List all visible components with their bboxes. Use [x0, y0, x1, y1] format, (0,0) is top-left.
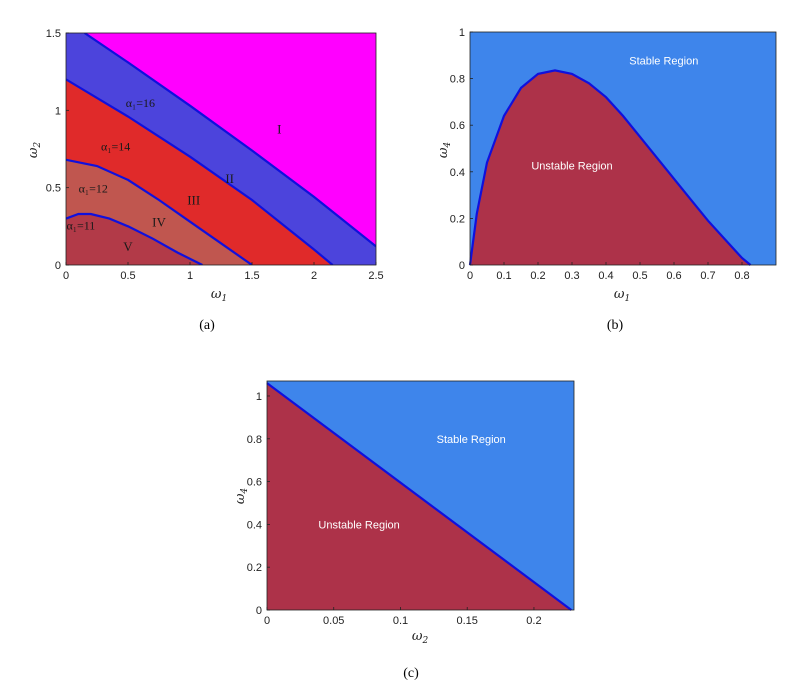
- y-tick-label: 1: [55, 105, 61, 117]
- panel-c: Stable Region Unstable Region 0 0.05 0.1 0.15…: [233, 380, 575, 681]
- panel-caption: (b): [607, 318, 624, 333]
- x-tick-label: 0.3: [564, 270, 579, 282]
- x-tick-label: 0.2: [526, 615, 541, 627]
- y-tick-label: 0: [55, 260, 61, 272]
- unstable-region-label: Unstable Region: [318, 520, 399, 532]
- region-label: IV: [152, 214, 166, 229]
- panel-caption: (c): [403, 666, 419, 681]
- y-axis-label: ω4: [233, 488, 250, 505]
- x-axis-label: ω1: [614, 287, 630, 304]
- y-tick-label: 0.5: [46, 183, 61, 195]
- x-tick-label: 0.4: [598, 270, 613, 282]
- x-tick-label: 2: [311, 270, 317, 282]
- x-tick-label: 0: [63, 270, 69, 282]
- x-tick-label: 0: [264, 615, 270, 627]
- region-V-fill: [66, 214, 203, 265]
- boundary-curve: [66, 78, 334, 265]
- y-tick-label: 0.8: [247, 434, 262, 446]
- region-label: II: [225, 171, 234, 186]
- y-tick-label: 1: [459, 27, 465, 39]
- x-tick-label: 0.5: [632, 270, 647, 282]
- stability-boundary-curve: [266, 382, 572, 611]
- x-axis-label: ω2: [412, 629, 429, 646]
- y-tick-label: 0.4: [247, 519, 262, 531]
- unstable-region-label: Unstable Region: [531, 160, 612, 172]
- x-axis-label: ω1: [211, 287, 227, 304]
- alpha-label: α₁=11: [66, 218, 95, 232]
- region-label: I: [277, 122, 281, 137]
- panel-b: Stable Region Unstable Region 0 0.1 0.2 0.3 0.…: [436, 27, 777, 333]
- x-tick-label: 0.6: [666, 270, 681, 282]
- x-tick-label: 2.5: [368, 270, 383, 282]
- regions: [66, 33, 376, 265]
- alpha-label: α₁=14: [101, 140, 130, 154]
- stable-region-label: Stable Region: [629, 56, 698, 68]
- plot-frame: [266, 380, 575, 611]
- y-tick-label: 0.6: [247, 477, 262, 489]
- boundary-curve: [66, 158, 253, 265]
- y-axis-label: ω2: [26, 142, 43, 159]
- alpha-label: α₁=12: [79, 181, 108, 195]
- y-tick-label: 1.5: [46, 28, 61, 40]
- y-tick-label: 0.2: [450, 213, 465, 225]
- boundary-curve: [83, 33, 376, 248]
- x-tick-label: 0.8: [734, 270, 749, 282]
- x-tick-label: 0.1: [496, 270, 511, 282]
- x-tick-label: 0.2: [530, 270, 545, 282]
- x-tick-label: 0.5: [120, 270, 135, 282]
- x-tick-label: 0.7: [700, 270, 715, 282]
- y-axis-label: ω4: [436, 142, 453, 159]
- region-label: III: [187, 193, 200, 208]
- x-tick-label: 1.5: [244, 270, 259, 282]
- x-tick-label: 0.1: [393, 615, 408, 627]
- y-tick-label: 0.4: [450, 167, 465, 179]
- alpha-label: α₁=16: [126, 96, 155, 110]
- region-label: V: [123, 239, 133, 254]
- y-tick-label: 0: [256, 605, 262, 617]
- x-tick-label: 0: [467, 270, 473, 282]
- x-tick-label: 0.15: [457, 615, 478, 627]
- y-tick-label: 0: [459, 260, 465, 272]
- x-tick-label: 0.05: [323, 615, 344, 627]
- unstable-region-fill: [470, 70, 751, 266]
- y-tick-label: 0.2: [247, 562, 262, 574]
- y-tick-label: 0.8: [450, 74, 465, 86]
- panel-caption: (a): [199, 318, 215, 333]
- boundary-curve: [66, 212, 203, 265]
- stable-region-label: Stable Region: [437, 434, 506, 446]
- y-tick-label: 0.6: [450, 120, 465, 132]
- stability-boundary-curve: [468, 69, 752, 266]
- y-tick-label: 1: [256, 391, 262, 403]
- plot-frame: [469, 31, 777, 266]
- plot-frame: [65, 32, 377, 266]
- x-tick-label: 1: [187, 270, 193, 282]
